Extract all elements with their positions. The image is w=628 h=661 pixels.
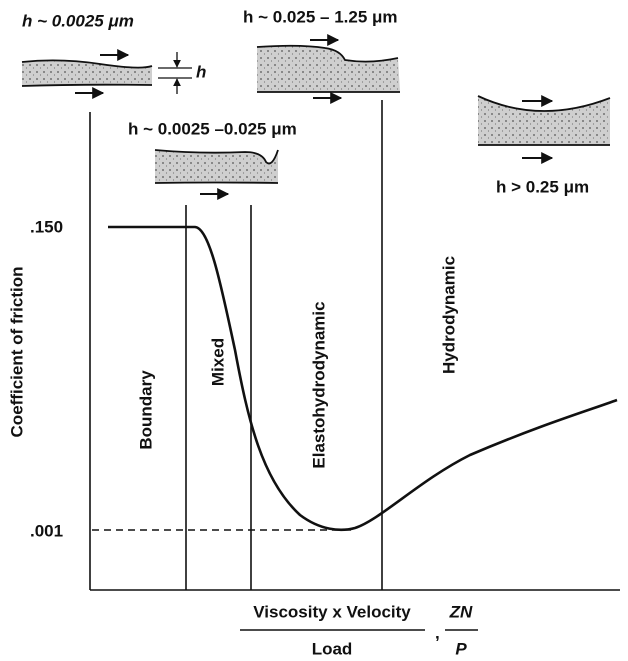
boundary-sketch [21,49,192,99]
y-label-high: .150 [30,217,63,236]
region-label: Boundary [136,370,155,450]
x-title-denominator: Load [312,639,353,658]
region-label: Mixed [208,338,227,386]
region-label: Hydrodynamic [439,256,458,374]
x-title-numerator: Viscosity x Velocity [253,602,411,621]
film-label: h > 0.25 μm [496,177,589,196]
film-label: h ~ 0.0025 –0.025 μm [128,119,297,138]
x-title-alt-denominator: P [455,639,467,658]
ehd-sketch [256,34,400,104]
h-symbol: h [196,62,206,81]
film-label: h ~ 0.0025 μm [22,11,134,30]
x-title-alt-numerator: ZN [449,602,473,621]
x-title-separator: , [435,623,440,642]
y-label-low: .001 [30,521,63,540]
hydro-sketch [477,95,611,164]
y-axis-title: Coefficient of friction [7,267,26,438]
friction-curve [108,225,618,532]
mixed-sketch [154,149,279,200]
region-label: Elastohydrodynamic [309,301,328,468]
film-label: h ~ 0.025 – 1.25 μm [243,7,398,26]
